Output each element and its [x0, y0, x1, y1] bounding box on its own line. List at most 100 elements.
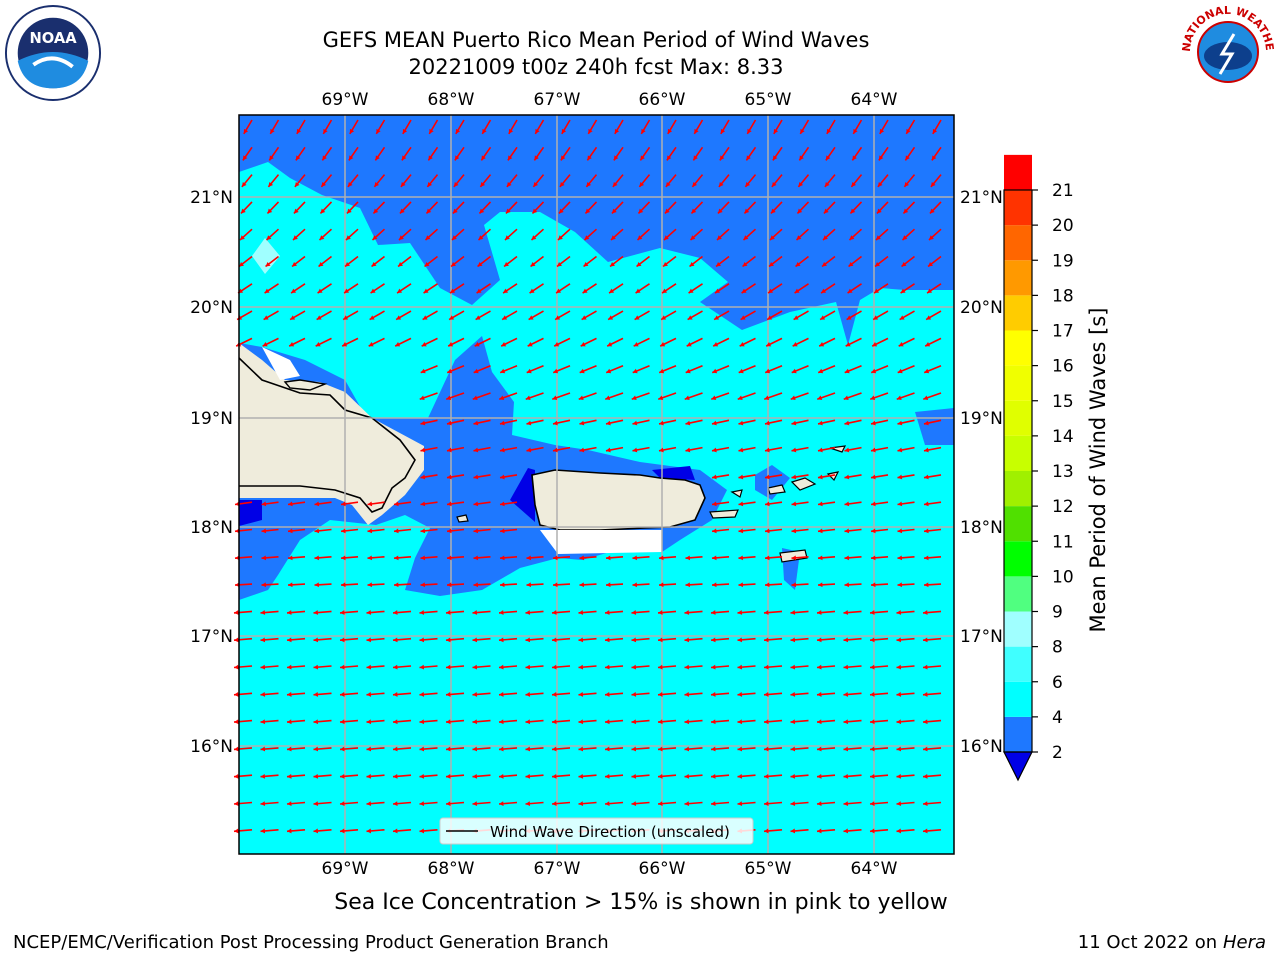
region-mid-blue-virgin: [755, 465, 790, 500]
wind-arrow-icon: [795, 228, 810, 241]
colorbar-tick-label: 4: [1052, 708, 1063, 728]
wind-arrow-icon: [264, 283, 279, 294]
region-deep-blue-mona: [510, 468, 535, 522]
wind-arrow-icon: [551, 773, 571, 779]
wind-arrow-icon: [551, 746, 571, 752]
wind-arrow-icon: [366, 746, 385, 752]
wind-arrow-icon: [737, 746, 756, 752]
wind-arrow-icon: [928, 228, 942, 241]
wind-arrow-icon: [233, 773, 253, 779]
wind-arrow-icon: [499, 582, 518, 588]
wind-arrow-icon: [737, 610, 756, 615]
wind-arrow-icon: [794, 283, 809, 294]
wind-arrow-icon: [604, 773, 624, 779]
lat-label-right: 21°N: [960, 188, 1003, 208]
wind-arrow-icon: [372, 201, 386, 215]
wind-arrow-icon: [897, 555, 915, 561]
lon-label-top: 65°W: [745, 90, 792, 110]
wind-arrow-icon: [452, 201, 465, 215]
wind-arrow-icon: [401, 146, 412, 161]
wind-arrow-icon: [340, 501, 359, 507]
wind-arrow-icon: [657, 773, 677, 779]
wind-arrow-icon: [764, 528, 783, 534]
wind-arrow-icon: [393, 555, 412, 561]
wind-arrow-icon: [296, 119, 306, 135]
colorbar-band: [1004, 541, 1032, 577]
wind-arrow-icon: [658, 555, 677, 561]
wind-arrow-icon: [427, 146, 439, 161]
wind-arrow-icon: [367, 528, 385, 534]
wind-arrow-icon: [764, 474, 783, 480]
wind-arrow-icon: [604, 692, 624, 697]
wind-arrow-icon: [901, 255, 915, 268]
wind-arrow-icon: [366, 637, 385, 643]
wind-arrow-icon: [843, 610, 862, 615]
wind-arrow-icon: [584, 201, 598, 215]
wind-arrow-icon: [636, 255, 650, 268]
wind-arrow-icon: [923, 446, 942, 453]
colorbar-band: [1004, 646, 1032, 682]
wind-arrow-icon: [477, 255, 491, 268]
lon-label-top: 68°W: [428, 90, 475, 110]
wind-arrow-icon: [869, 801, 889, 807]
wind-arrow-icon: [346, 201, 359, 215]
wind-arrow-icon: [816, 610, 836, 615]
wind-arrow-icon: [551, 637, 571, 643]
wind-arrow-icon: [260, 746, 279, 752]
wind-arrow-icon: [658, 364, 677, 374]
colorbar-tick-label: 9: [1052, 603, 1063, 623]
wind-arrow-icon: [930, 174, 942, 188]
colorbar-tick-label: 10: [1052, 567, 1074, 587]
wind-arrow-icon: [318, 228, 333, 241]
wind-arrow-icon: [790, 719, 809, 725]
wind-arrow-icon: [392, 746, 412, 752]
wind-arrow-icon: [447, 337, 465, 347]
wind-arrow-icon: [449, 283, 465, 294]
wind-arrow-icon: [685, 419, 703, 426]
wind-arrow-icon: [551, 692, 571, 697]
wind-arrow-icon: [499, 364, 518, 374]
wind-arrow-icon: [233, 637, 253, 643]
wind-arrow-icon: [684, 637, 703, 643]
wind-arrow-icon: [314, 555, 332, 561]
wind-arrow-icon: [400, 174, 412, 188]
wind-arrow-icon: [585, 174, 598, 188]
wind-arrow-icon: [422, 310, 438, 321]
wind-arrow-icon: [844, 446, 862, 453]
wind-arrow-icon: [903, 174, 916, 188]
wind-arrow-icon: [817, 501, 836, 507]
wind-arrow-icon: [605, 419, 624, 426]
colorbar-band: [1004, 471, 1032, 507]
wind-arrow-icon: [499, 446, 518, 453]
wind-arrow-icon: [313, 664, 332, 670]
wind-arrow-icon: [367, 582, 385, 588]
wind-arrow-icon: [738, 528, 756, 534]
wind-arrow-icon: [763, 637, 783, 643]
noaa-logo: NOAA: [4, 4, 102, 102]
wind-arrow-icon: [684, 610, 703, 615]
wind-arrow-icon: [393, 501, 412, 507]
wind-arrow-icon: [896, 801, 915, 807]
wind-arrow-icon: [737, 719, 756, 725]
chart-title: GEFS MEAN Puerto Rico Mean Period of Win…: [322, 28, 870, 52]
wind-arrow-icon: [817, 419, 836, 426]
wind-arrow-icon: [473, 582, 491, 588]
wind-arrow-icon: [525, 610, 544, 615]
wind-arrow-icon: [583, 255, 597, 268]
colorbar-tick-label: 11: [1052, 532, 1074, 552]
wind-arrow-icon: [923, 582, 942, 588]
wind-arrow-icon: [816, 637, 836, 643]
wind-arrow-icon: [420, 446, 438, 453]
colorbar-label: Mean Period of Wind Waves [s]: [1086, 308, 1110, 633]
wind-arrow-icon: [816, 692, 836, 697]
longitude-labels-top: 69°W 68°W 67°W 66°W 65°W 64°W: [322, 90, 898, 110]
wind-arrow-icon: [289, 310, 306, 321]
wind-arrow-icon: [501, 310, 518, 321]
wind-arrow-icon: [420, 419, 438, 426]
wind-arrow-icon: [604, 392, 624, 401]
wind-arrow-icon: [763, 773, 783, 779]
wind-arrow-icon: [869, 719, 889, 725]
wind-arrow-icon: [344, 255, 359, 268]
wind-arrow-icon: [874, 255, 889, 268]
white-ice-mask-pr: [540, 530, 662, 554]
